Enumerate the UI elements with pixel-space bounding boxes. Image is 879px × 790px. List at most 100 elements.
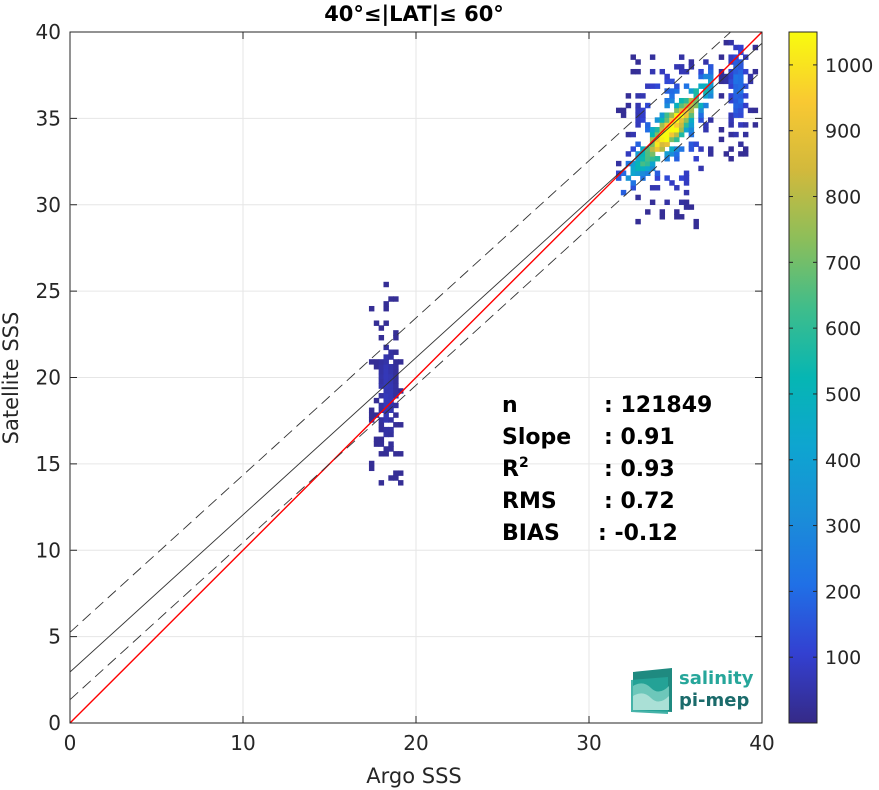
heatmap-cell [398,451,404,457]
heatmap-cell [669,93,675,99]
heatmap-cell [640,107,646,114]
heatmap-cell [388,446,394,452]
heatmap-cell [742,122,749,128]
heatmap-cell [615,175,622,181]
heatmap-cell [388,417,394,423]
heatmap-cell [688,107,695,114]
heatmap-cell [383,368,389,375]
heatmap-cell [383,354,389,360]
heatmap-cell [398,359,404,365]
regression-plus-rms-line [70,32,732,633]
heatmap-cell [678,131,685,138]
stat-value: : 0.72 [604,489,675,514]
heatmap-cell [649,156,656,162]
y-axis-label: Satellite SSS [0,312,23,445]
heatmap-cell [659,214,666,220]
heatmap-cell [742,93,749,99]
heatmap-cell [678,214,685,220]
heatmap-cell [393,378,399,384]
heatmap-cell [678,122,685,128]
y-tick-label: 0 [48,711,61,735]
heatmap-cell [654,117,661,123]
heatmap-cell [708,93,714,99]
reference-lines [70,32,762,723]
heatmap-cell [669,180,675,186]
heatmap-cell [383,378,389,384]
heatmap-cell [728,73,734,80]
colorbar-tick-label: 100 [825,647,861,669]
heatmap-cell [664,117,670,123]
heatmap-cell [659,209,666,215]
stat-value: : 0.93 [604,457,675,482]
heatmap-cell [388,397,394,404]
heatmap-cell [640,160,646,167]
heatmap-cell [635,218,641,225]
stat-value: : 121849 [604,393,712,418]
heatmap-cell [674,112,680,118]
heatmap-cell [728,97,734,104]
heatmap-cell [649,185,656,191]
heatmap-cell [733,88,739,94]
heatmap-cell [388,354,394,360]
heatmap-cell [625,151,632,157]
heatmap-cell [630,54,636,60]
heatmap-cell [664,131,670,138]
heatmap-cell [669,88,675,94]
heatmap-cell [393,412,399,418]
heatmap-cell [378,441,385,447]
y-tick-label: 35 [36,106,61,130]
heatmap-cell [659,136,666,143]
heatmap-cell [368,417,375,423]
heatmap-cell [388,364,394,370]
x-tick-label: 0 [64,731,77,755]
x-tick-label: 40 [749,731,774,755]
heatmap-cell [378,480,385,486]
heatmap-cell [683,170,690,176]
heatmap-cell [708,68,714,75]
heatmap-cell [703,83,709,89]
logo-line2: pi-mep [679,690,749,711]
y-axis-ticks: 0 5 10 15 20 25 30 35 40 [36,20,762,735]
heatmap-cell [669,117,675,123]
heatmap-cell [388,475,394,481]
stat-label: n [502,393,518,418]
heatmap-cell [383,301,389,307]
heatmap-cell [383,359,389,365]
heatmap-cell [368,359,375,365]
heatmap-cell [649,160,656,167]
heatmap-cell [615,160,622,167]
heatmap-cell [615,107,622,114]
heatmap-cell [664,136,670,143]
heatmap-cell [654,141,661,147]
heatmap-cell [659,146,666,152]
heatmap-cell [383,393,389,399]
heatmap-cell [659,117,666,123]
heatmap-cell [664,122,670,128]
heatmap-cell [630,160,636,167]
heatmap-cell [645,102,651,109]
heatmap-cell [688,88,695,94]
heatmap-cell [645,170,651,176]
heatmap-cell [373,436,380,443]
heatmap-cell [688,59,695,65]
heatmap-cell [688,117,695,123]
heatmap-cell [635,107,641,114]
heatmap-cell [733,97,739,104]
heatmap-cell [733,102,739,109]
heatmap-cell [688,64,695,70]
heatmap-cell [678,54,685,60]
heatmap-cell [378,335,385,341]
heatmap-cell [635,194,641,201]
stat-value: : 0.91 [604,425,675,450]
heatmap-cell [728,146,734,152]
heatmap-cell [378,373,385,380]
heatmap-cell [654,131,661,138]
heatmap-cell [635,59,641,65]
heatmap-cell [393,330,399,336]
heatmap-cell [669,146,675,152]
colorbar-tick-label: 700 [825,252,861,274]
heatmap-cell [398,388,404,394]
heatmap-cell [674,156,680,162]
heatmap-cell [738,68,744,75]
heatmap-cell [738,83,744,89]
